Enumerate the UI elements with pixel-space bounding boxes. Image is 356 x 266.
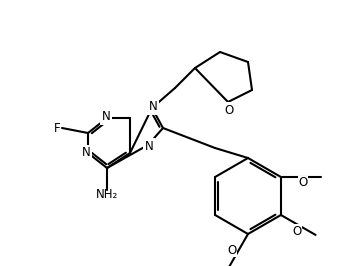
Text: F: F xyxy=(54,122,60,135)
Text: O: O xyxy=(292,225,302,238)
Text: N: N xyxy=(101,110,110,123)
Text: O: O xyxy=(227,244,236,257)
Text: N: N xyxy=(82,147,90,160)
Text: NH₂: NH₂ xyxy=(96,189,118,202)
Text: N: N xyxy=(145,139,153,152)
Text: O: O xyxy=(298,177,308,189)
Text: N: N xyxy=(148,101,157,114)
Text: O: O xyxy=(224,103,234,117)
